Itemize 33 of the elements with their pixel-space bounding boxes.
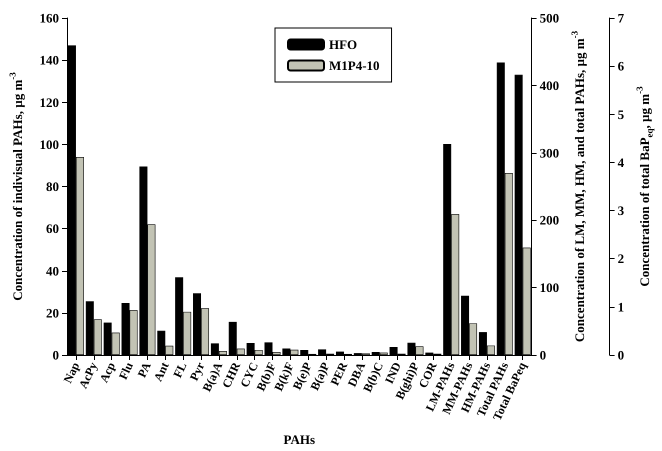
y-tick-label: 60 — [46, 221, 59, 236]
y-axis-title: Concentration of indivisual PAHs, µg m-3 — [8, 72, 25, 301]
y3-tick-label: 5 — [618, 106, 625, 122]
y2-tick-label: 300 — [540, 145, 560, 160]
legend-label: M1P4-10 — [329, 58, 380, 73]
y-tick-label: 0 — [52, 348, 59, 362]
y3-tick-label: 6 — [618, 58, 625, 74]
y-tick-label: 160 — [40, 10, 59, 26]
y-tick-label: 40 — [46, 263, 59, 278]
y-tick-label: 100 — [40, 136, 59, 152]
x-tick-label: Pyr — [186, 359, 208, 383]
y3-tick-label: 0 — [618, 348, 624, 362]
x-tick-label: FL — [170, 360, 190, 380]
y3-tick-label: 4 — [618, 154, 625, 170]
x-axis-title: PAHs — [284, 432, 316, 447]
y-tick-label: 120 — [40, 94, 59, 110]
y2-tick-label: 0 — [540, 348, 546, 362]
y3-tick-label: 1 — [618, 299, 624, 314]
y3-tick-label: 3 — [618, 203, 625, 218]
x-tick-label: Flu — [116, 360, 136, 382]
legend-label: HFO — [329, 37, 358, 52]
y-tick-label: 20 — [46, 305, 59, 320]
y-tick-label: 140 — [40, 52, 59, 68]
y3-tick-label: 2 — [618, 251, 624, 266]
y2-tick-label: 200 — [540, 212, 560, 228]
y2-tick-label: 400 — [540, 78, 560, 93]
x-tick-label: Acp — [96, 360, 118, 385]
y2-axis-title: Concentration of LM, MM, HM, and total PAHs, µg m-3 — [570, 30, 587, 342]
y3-tick-label: 7 — [618, 10, 625, 26]
y3-axis-title: Concentration of total BaPeq, µg m-3 — [634, 86, 654, 287]
y2-tick-label: 500 — [540, 10, 560, 26]
y2-tick-label: 100 — [540, 280, 560, 296]
y-tick-label: 80 — [46, 179, 59, 194]
